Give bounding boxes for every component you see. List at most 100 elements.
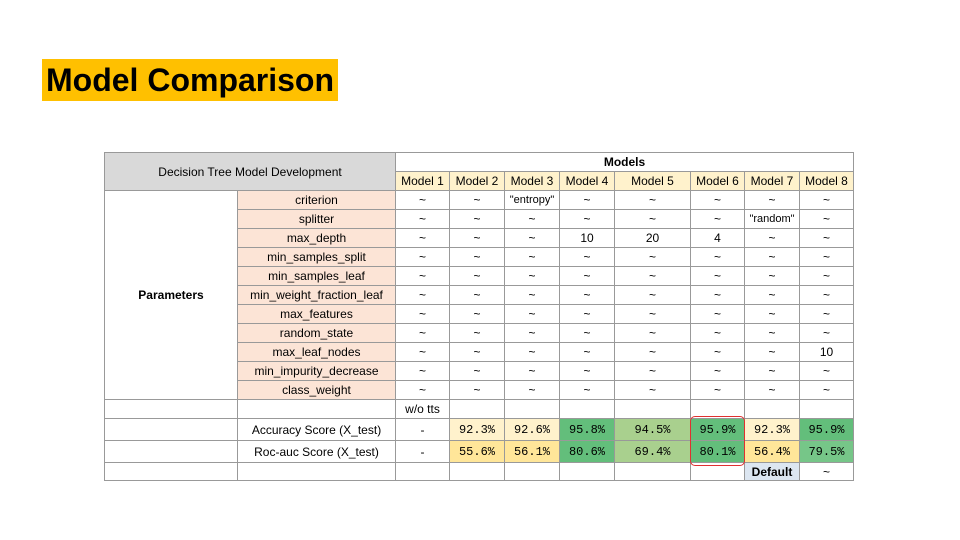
parameter-value: ~ (559, 247, 615, 267)
parameter-name: min_impurity_decrease (237, 361, 396, 381)
parameter-value: ~ (395, 190, 450, 210)
parameter-name: min_weight_fraction_leaf (237, 285, 396, 305)
parameter-row: Parameters criterion ~ ~ "entropy" ~ ~ ~ ~ ~ (104, 190, 854, 400)
parameter-value: ~ (690, 266, 745, 286)
parameter-value: ~ (559, 380, 615, 400)
score-value: 92.6% (504, 418, 560, 441)
parameter-value: ~ (449, 266, 505, 286)
parameter-value: ~ (690, 209, 745, 229)
score-label: Accuracy Score (X_test) (237, 418, 396, 441)
parameter-value: ~ (504, 285, 560, 305)
blank-cell (614, 462, 691, 481)
parameter-value: ~ (504, 228, 560, 248)
model-6-highlight (690, 416, 745, 466)
parameter-value: ~ (614, 342, 691, 362)
parameter-value: ~ (395, 304, 450, 324)
parameter-value: ~ (799, 266, 854, 286)
parameter-value: ~ (744, 304, 800, 324)
parameter-value: ~ (744, 323, 800, 343)
parameter-value: ~ (395, 247, 450, 267)
blank-cell (559, 462, 615, 481)
blank-cell (504, 462, 560, 481)
parameter-value: ~ (744, 247, 800, 267)
model-1-score: - (395, 418, 450, 441)
parameters-label: Parameters (104, 190, 238, 400)
blank-cell (799, 399, 854, 419)
score-value: 95.8% (559, 418, 615, 441)
parameter-value: ~ (799, 228, 854, 248)
parameter-value: ~ (799, 380, 854, 400)
blank-cell (104, 440, 238, 463)
blank-cell (559, 399, 615, 419)
score-row: Accuracy Score (X_test) - 92.3% 92.6% 95.8% 9… (104, 418, 854, 441)
parameter-name: criterion (237, 190, 396, 210)
parameter-value: ~ (690, 342, 745, 362)
parameter-value: ~ (395, 266, 450, 286)
parameter-row: max_depth ~ ~ ~10 20 4 ~ ~ (105, 228, 854, 248)
model-1-score: - (395, 440, 450, 463)
parameter-value: ~ (395, 228, 450, 248)
parameter-value: ~ (799, 323, 854, 343)
parameter-value: ~ (799, 285, 854, 305)
parameter-row: max_leaf_nodes ~ ~ ~ ~ ~ ~ ~10 (105, 342, 854, 362)
parameter-value: ~ (614, 247, 691, 267)
model-header-cell: Model 1 (395, 171, 450, 191)
parameter-value: 20 (614, 228, 691, 248)
default-symbol: ~ (799, 462, 854, 481)
score-row: Roc-auc Score (X_test) -55.6% 56.1% 80.6% 69… (104, 440, 854, 463)
parameter-value: ~ (449, 209, 505, 229)
parameter-name: max_features (237, 304, 396, 324)
parameter-value: ~ (690, 361, 745, 381)
model-header-cell: Model 6 (690, 171, 745, 191)
parameter-value: ~ (449, 342, 505, 362)
parameter-value: ~ (395, 323, 450, 343)
parameter-row: random_state ~ ~ ~ ~ ~ ~ ~ ~ (105, 323, 854, 343)
parameter-value: ~ (559, 285, 615, 305)
model-header-cell: Model 4 (559, 171, 615, 191)
parameter-value: ~ (395, 380, 450, 400)
score-value: 80.6% (559, 440, 615, 463)
parameter-value: ~ (690, 285, 745, 305)
parameter-value: ~ (504, 209, 560, 229)
parameter-value: ~ (559, 323, 615, 343)
parameter-value: ~ (559, 342, 615, 362)
parameter-name: min_samples_leaf (237, 266, 396, 286)
table-corner-label: Decision Tree Model Development (104, 152, 396, 191)
parameter-value: ~ (449, 228, 505, 248)
score-value: 56.1% (504, 440, 560, 463)
parameter-value: ~ (395, 342, 450, 362)
parameter-value: ~ (690, 190, 745, 210)
blank-cell (237, 399, 396, 419)
blank-cell (237, 462, 396, 481)
parameter-value: ~ (799, 190, 854, 210)
parameter-value: ~ (614, 380, 691, 400)
model-comparison-table: Decision Tree Model Development Models M… (104, 152, 854, 481)
parameter-value: ~ (690, 304, 745, 324)
parameter-value: ~ (799, 304, 854, 324)
blank-cell (614, 399, 691, 419)
score-value: 95.9% (690, 418, 745, 441)
parameter-value: "random" (744, 209, 800, 229)
blank-cell (104, 418, 238, 441)
parameter-value: ~ (449, 380, 505, 400)
default-label: Default (744, 462, 800, 481)
parameter-value: ~ (559, 209, 615, 229)
parameter-value: ~ (395, 209, 450, 229)
parameter-value: 4 (690, 228, 745, 248)
score-label: Roc-auc Score (X_test) (237, 440, 396, 463)
score-value: 92.3% (744, 418, 800, 441)
blank-cell (449, 399, 505, 419)
parameter-row: min_impurity_decrease ~ ~ ~ ~ ~ ~ ~ ~ (105, 361, 854, 381)
blank-cell (744, 399, 800, 419)
model-header-cell: Model 3 (504, 171, 560, 191)
model-header-cell: Model 5 (614, 171, 691, 191)
model-header-cell: Model 8 (799, 171, 854, 191)
blank-cell (449, 462, 505, 481)
blank-cell (104, 462, 238, 481)
parameter-name: class_weight (237, 380, 396, 400)
score-value: 95.9% (799, 418, 854, 441)
parameter-value: ~ (395, 361, 450, 381)
models-header: Models (395, 152, 854, 172)
parameter-value: ~ (614, 209, 691, 229)
blank-cell (504, 399, 560, 419)
